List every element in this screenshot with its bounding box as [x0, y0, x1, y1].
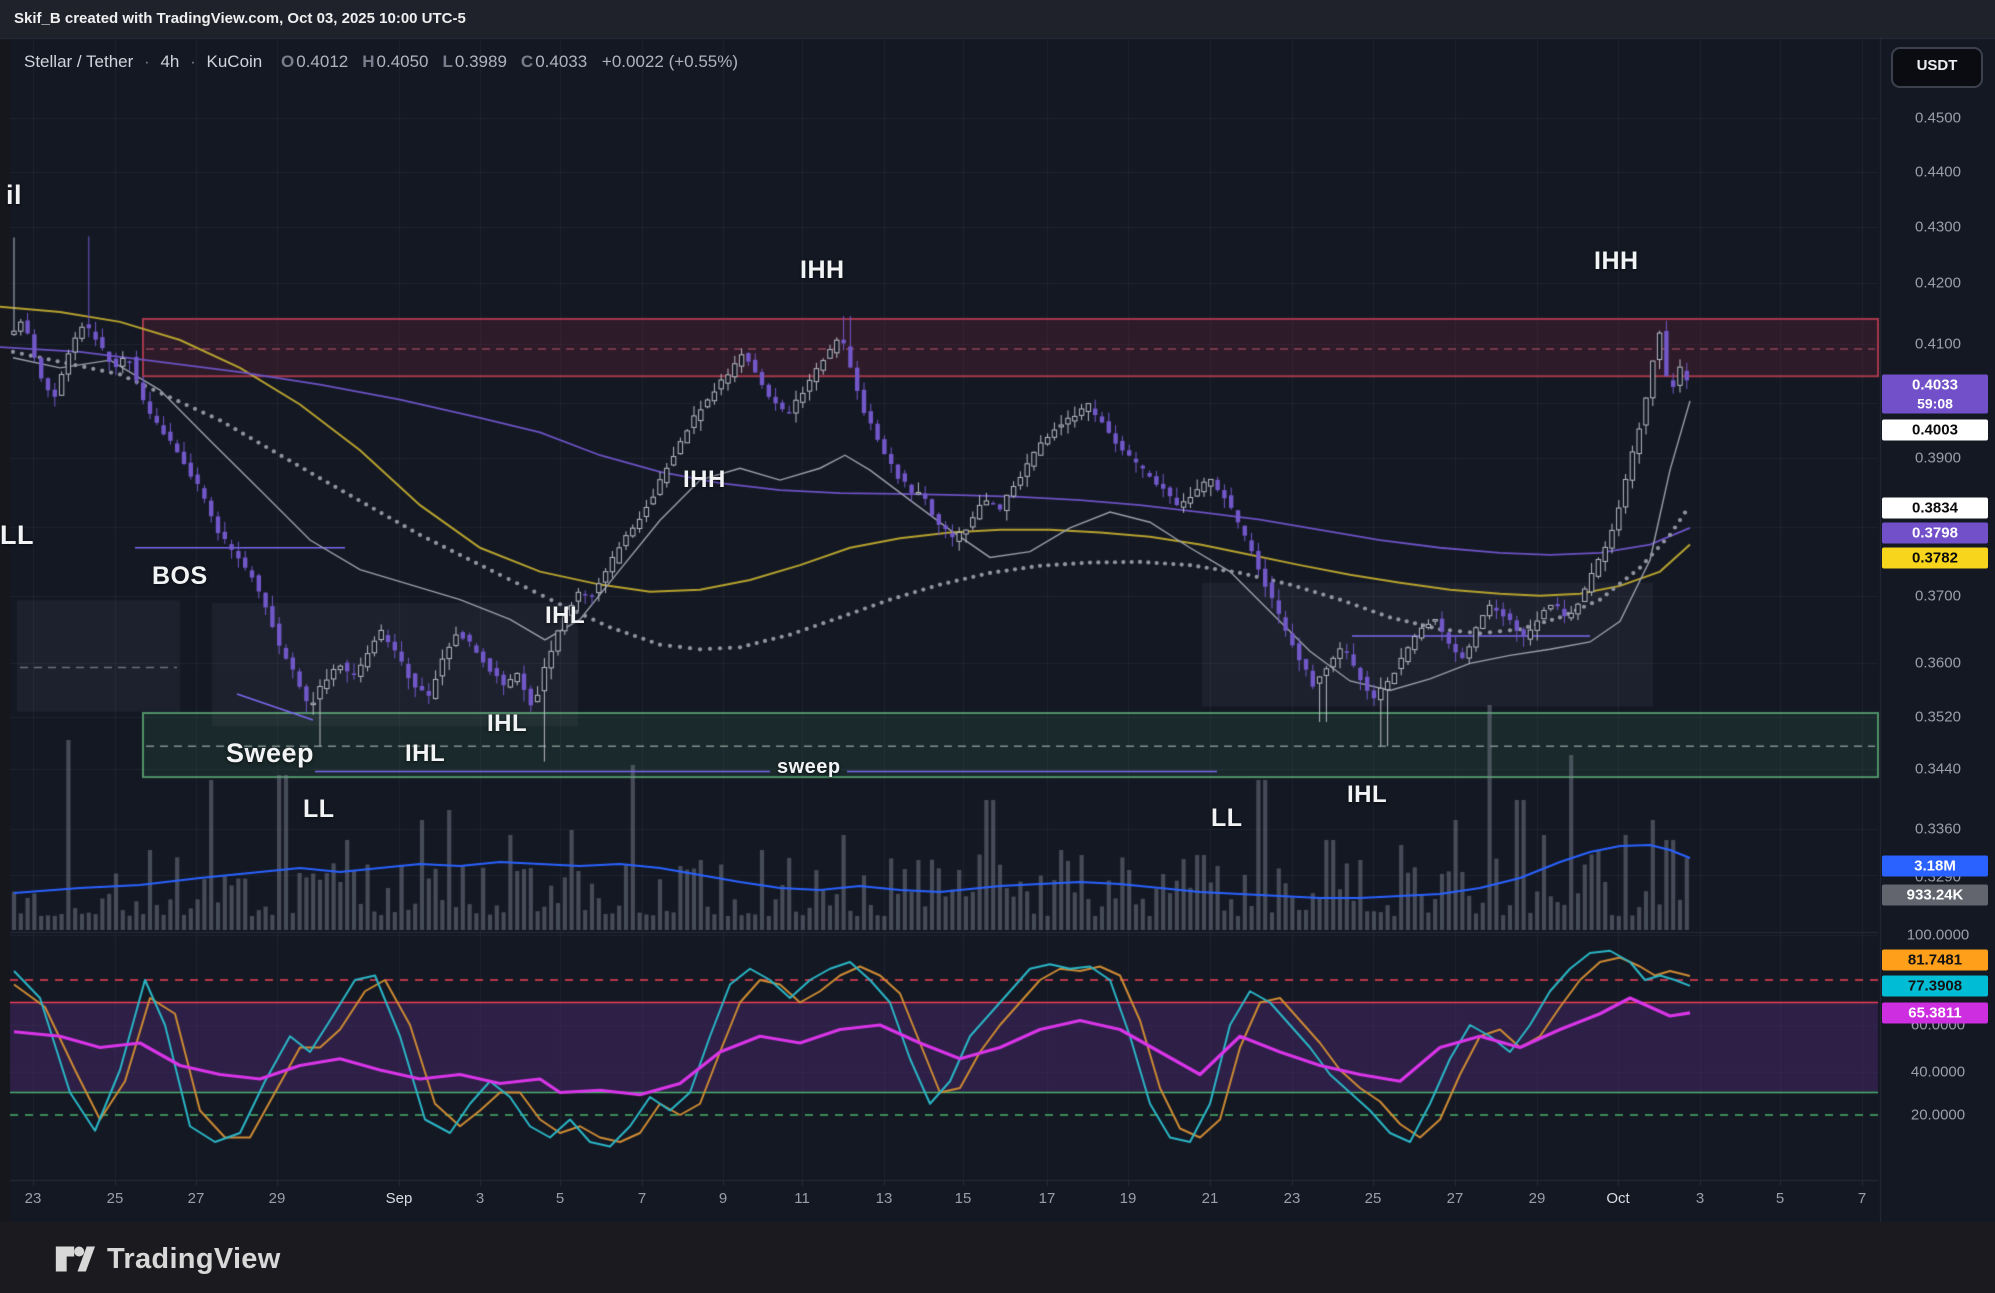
price-scale-badge: 0.3834 — [1882, 497, 1988, 519]
price-scale-badge: 0.3798 — [1882, 522, 1988, 544]
time-axis-label: 9 — [718, 1190, 728, 1207]
time-axis-label: 7 — [1857, 1190, 1867, 1207]
time-axis-label: 29 — [1528, 1190, 1546, 1207]
ohlc-value: 0.4050 — [376, 52, 429, 71]
countdown-timer: 59:08 — [1917, 395, 1953, 412]
separator-dot: · — [190, 52, 196, 71]
time-axis-label: 17 — [1038, 1190, 1056, 1207]
price-change: +0.0022 (+0.55%) — [601, 52, 739, 71]
annotation-label: ILL — [0, 520, 34, 550]
annotation-label: IHL — [487, 710, 528, 737]
currency-toggle-button[interactable]: USDT — [1891, 47, 1983, 88]
ohlc-label: O — [281, 52, 295, 71]
price-scale-label: 0.3360 — [1915, 820, 1961, 838]
time-axis-label: 23 — [1283, 1190, 1301, 1207]
time-axis-label: 7 — [637, 1190, 647, 1207]
separator-dot: · — [144, 52, 150, 71]
ohlc-value: 0.3989 — [454, 52, 507, 71]
symbol-interval[interactable]: 4h — [160, 52, 180, 71]
symbol-exchange: KuCoin — [206, 52, 263, 71]
price-scale-badge: 77.3908 — [1882, 975, 1988, 997]
annotation-label: IHL — [545, 602, 586, 629]
time-axis-label: 13 — [875, 1190, 893, 1207]
price-scale-label: 0.3440 — [1915, 760, 1961, 778]
ohlc-label: H — [362, 52, 375, 71]
price-scale-badge: 0.4003 — [1882, 419, 1988, 441]
ohlc-values: O 0.4012 H 0.4050 L 0.3989 C 0.4033 — [267, 52, 587, 71]
price-scale-badge: 0.3782 — [1882, 547, 1988, 569]
annotation-label: IHH — [683, 466, 726, 493]
tradingview-logo-icon — [55, 1246, 95, 1272]
time-axis-label: 15 — [954, 1190, 972, 1207]
price-scale-label: 0.3900 — [1915, 449, 1961, 467]
ohlc-value: 0.4033 — [535, 52, 588, 71]
ohlc-value: 0.4012 — [296, 52, 349, 71]
time-axis[interactable] — [10, 1180, 1880, 1222]
time-axis-label: 21 — [1201, 1190, 1219, 1207]
price-scale-label: 0.3520 — [1915, 708, 1961, 726]
annotation-label: BOS — [152, 562, 208, 590]
tradingview-logo[interactable]: TradingView — [55, 1239, 281, 1279]
price-scale-badge: 933.24K — [1882, 884, 1988, 906]
annotation-label: IHH — [1594, 247, 1639, 275]
annotation-label: sweep — [777, 756, 841, 778]
price-scale-badge: 65.3811 — [1882, 1002, 1988, 1024]
time-axis-label: 29 — [268, 1190, 286, 1207]
annotation-label: LL — [1211, 804, 1243, 832]
annotation-label: IHH — [800, 256, 845, 284]
time-axis-label: 27 — [1446, 1190, 1464, 1207]
watermark-bar: Skif_B created with TradingView.com, Oct… — [0, 0, 1995, 38]
watermark-text: Skif_B created with TradingView.com, Oct… — [14, 10, 466, 27]
price-scale-label: 40.0000 — [1910, 1063, 1966, 1081]
price-scale-label: 0.4100 — [1915, 335, 1961, 353]
price-scale-label: 100.0000 — [1906, 926, 1970, 944]
time-axis-label: 5 — [555, 1190, 565, 1207]
time-axis-label: 3 — [475, 1190, 485, 1207]
annotation-label: il — [6, 180, 23, 210]
time-axis-label: 23 — [24, 1190, 42, 1207]
time-axis-label: Sep — [385, 1190, 413, 1207]
price-scale-label: 0.3600 — [1915, 654, 1961, 672]
price-scale-label: 0.4200 — [1915, 274, 1961, 292]
symbol-header: Stellar / Tether · 4h · KuCoin O 0.4012 H 0… — [24, 52, 738, 72]
time-axis-label: 11 — [794, 1190, 810, 1207]
time-axis-label: 3 — [1695, 1190, 1705, 1207]
price-scale-label: 0.4400 — [1915, 163, 1961, 181]
time-axis-label: Oct — [1606, 1190, 1630, 1207]
time-axis-label: 19 — [1119, 1190, 1137, 1207]
price-scale-label: 20.0000 — [1910, 1106, 1966, 1124]
annotation-label: Sweep — [226, 738, 315, 768]
tradingview-wordmark: TradingView — [107, 1242, 281, 1275]
ohlc-label: C — [520, 52, 534, 71]
price-scale-badge: 3.18M — [1882, 855, 1988, 877]
time-axis-label: 5 — [1775, 1190, 1785, 1207]
price-scale-badge: 81.7481 — [1882, 949, 1988, 971]
footer-bar: TradingView — [0, 1222, 1995, 1293]
time-axis-label: 25 — [1364, 1190, 1382, 1207]
annotation-label: LL — [303, 795, 335, 823]
ohlc-label: L — [442, 52, 453, 71]
annotation-label: IHL — [1347, 781, 1388, 808]
time-axis-label: 27 — [187, 1190, 205, 1207]
annotation-label: IHL — [405, 740, 446, 767]
price-scale-label: 0.4300 — [1915, 218, 1961, 236]
price-scale-label: 0.3700 — [1915, 587, 1961, 605]
price-scale-label: 0.4500 — [1915, 109, 1961, 127]
price-scale-badge: 0.4033 59:08 — [1882, 374, 1988, 414]
symbol-pair[interactable]: Stellar / Tether — [24, 52, 134, 71]
time-axis-label: 25 — [106, 1190, 124, 1207]
